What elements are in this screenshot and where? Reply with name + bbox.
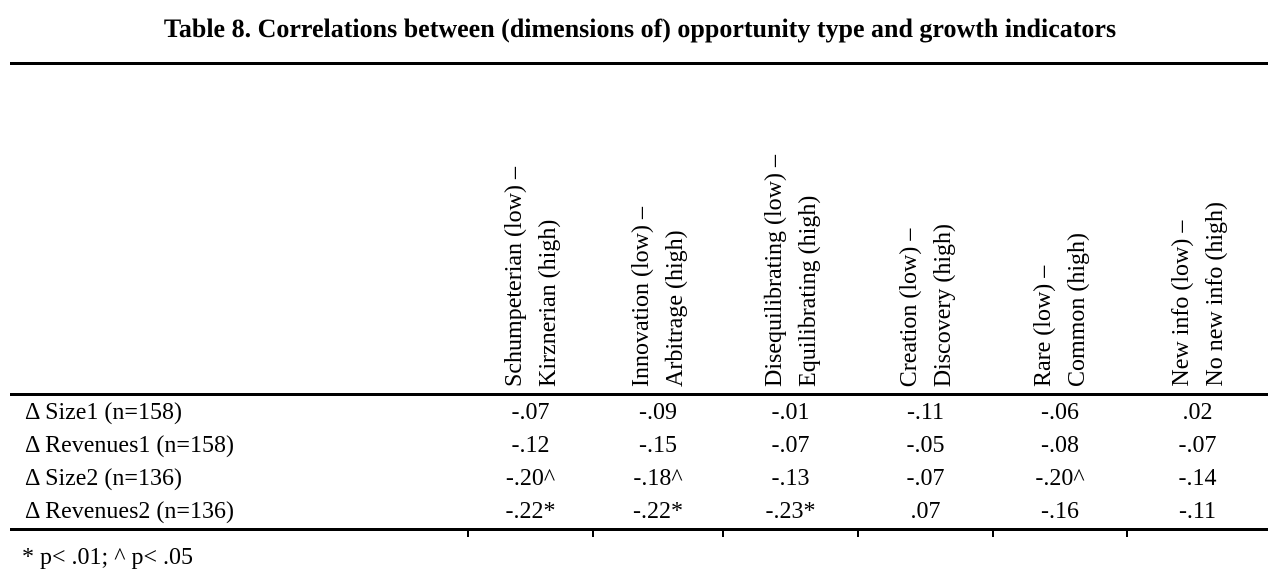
column-header-newinfo-nonewinfo: New info (low) – No new info (high) [1127,65,1268,393]
header-line: Innovation (low) – [628,207,654,387]
column-header-innovation-arbitrage: Innovation (low) – Arbitrage (high) [593,65,723,393]
header-line: Discovery (high) [929,223,956,387]
cell-value: -.01 [771,399,810,425]
header-line: Rare (low) – [1030,265,1056,387]
cell-value: -.09 [639,399,677,425]
cell-value: -.08 [1041,432,1079,458]
cell-value: -.07 [771,432,810,458]
header-line: New info (low) – [1167,221,1194,387]
column-header-creation-discovery: Creation (low) – Discovery (high) [858,65,993,393]
cell-value: -.07 [511,399,550,425]
correlation-table: Schumpeterian (low) – Kirznerian (high) … [10,62,1268,572]
header-line: Creation (low) – [895,228,922,387]
table-row-size1: Δ Size1 (n=158) -.07 -.09 -.01 -.11 -.06… [10,396,1268,429]
header-line: Equilibrating (high) [794,195,821,387]
rotated-header-text: Disequilibrating (low) – Equilibrating (… [757,155,825,387]
cell-value: -.20^ [1035,465,1085,491]
table-header-row: Schumpeterian (low) – Kirznerian (high) … [10,65,1268,393]
cell-value: -.18^ [633,465,683,491]
cell-value: -.20^ [505,465,556,491]
column-divider-tick [467,531,469,537]
cell-value: -.07 [1178,432,1217,458]
table-row-size2: Δ Size2 (n=136) -.20^ -.18^ -.13 -.07 -.… [10,462,1268,495]
column-divider-tick [992,531,994,537]
table-body: Δ Size1 (n=158) -.07 -.09 -.01 -.11 -.06… [10,396,1268,537]
cell-value: -.15 [639,432,677,458]
column-header-schumpeterian-kirznerian: Schumpeterian (low) – Kirznerian (high) [468,65,593,393]
header-label-spacer [10,65,468,393]
column-divider-tick [592,531,594,537]
column-header-rare-common: Rare (low) – Common (high) [993,65,1127,393]
header-line: Schumpeterian (low) – [500,167,527,387]
cell-value: -.11 [1178,498,1217,524]
row-label: Δ Size1 (n=158) [25,399,182,425]
table-mid-rule [10,393,1268,396]
rotated-header-text: New info (low) – No new info (high) [1164,202,1232,387]
header-line: Kirznerian (high) [534,219,561,387]
rotated-header-text: Rare (low) – Common (high) [1026,233,1094,387]
header-line: No new info (high) [1201,202,1228,387]
cell-value: -.12 [511,432,550,458]
column-divider-tick [1126,531,1128,537]
header-line: Disequilibrating (low) – [760,155,787,387]
rotated-header-text: Creation (low) – Discovery (high) [892,224,960,387]
header-line: Arbitrage (high) [662,230,688,387]
table-caption: Table 8. Correlations between (dimension… [163,14,1117,43]
cell-value: -.06 [1041,399,1079,425]
column-divider-tick [857,531,859,537]
table-row-revenues1: Δ Revenues1 (n=158) -.12 -.15 -.07 -.05 … [10,429,1268,462]
cell-value: -.23* [765,498,816,524]
column-divider-tick [722,531,724,537]
cell-value: -.14 [1178,465,1217,491]
row-label: Δ Revenues1 (n=158) [25,432,234,458]
cell-value: -.22* [505,498,556,524]
rotated-header-text: Schumpeterian (low) – Kirznerian (high) [497,167,565,387]
cell-value: -.07 [906,465,945,491]
rotated-header-text: Innovation (low) – Arbitrage (high) [624,207,692,387]
cell-value: -.16 [1041,498,1079,524]
cell-value: -.22* [633,498,683,524]
row-label: Δ Revenues2 (n=136) [25,498,234,524]
cell-value: -.13 [771,465,810,491]
table-top-rule [10,62,1268,65]
cell-value: .02 [1182,399,1213,425]
significance-footnote: * p< .01; ^ p< .05 [22,544,193,570]
header-line: Common (high) [1064,233,1090,387]
table-row-revenues2: Δ Revenues2 (n=136) -.22* -.22* -.23* .0… [10,495,1268,528]
cell-value: .07 [910,498,941,524]
column-header-disequilibrating-equilibrating: Disequilibrating (low) – Equilibrating (… [723,65,858,393]
row-label: Δ Size2 (n=136) [25,465,182,491]
cell-value: -.05 [906,432,945,458]
cell-value: -.11 [906,399,945,425]
